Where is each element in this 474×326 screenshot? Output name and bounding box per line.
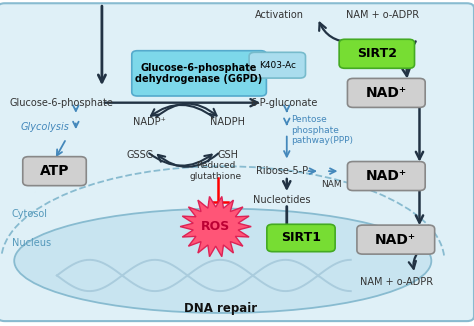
Text: K403-Ac: K403-Ac	[259, 61, 296, 70]
Text: NAD⁺: NAD⁺	[366, 86, 407, 100]
FancyBboxPatch shape	[23, 157, 86, 186]
Text: Glucose-6-phosphate: Glucose-6-phosphate	[9, 98, 114, 108]
Text: 6-P-gluconate: 6-P-gluconate	[251, 98, 318, 108]
Text: SIRT1: SIRT1	[281, 231, 321, 244]
Text: Nucleotides: Nucleotides	[253, 196, 311, 205]
Text: Ribose-5-P: Ribose-5-P	[256, 166, 308, 176]
FancyBboxPatch shape	[347, 79, 425, 108]
Polygon shape	[180, 197, 251, 257]
Text: NAM: NAM	[321, 180, 342, 189]
Text: Glucose-6-phosphate
dehydrogenase (G6PD): Glucose-6-phosphate dehydrogenase (G6PD)	[136, 63, 263, 84]
Text: NAM + o-ADPR: NAM + o-ADPR	[346, 10, 419, 20]
Text: ATP: ATP	[40, 164, 69, 178]
Text: Cytosol: Cytosol	[12, 209, 48, 218]
Text: GSH: GSH	[217, 150, 238, 160]
FancyBboxPatch shape	[249, 52, 305, 78]
Text: Pentose
phosphate
pathway(PPP): Pentose phosphate pathway(PPP)	[292, 115, 354, 145]
Ellipse shape	[14, 209, 431, 313]
FancyBboxPatch shape	[339, 39, 414, 68]
FancyBboxPatch shape	[347, 162, 425, 190]
Text: SIRT2: SIRT2	[357, 47, 397, 60]
Text: NADP⁺: NADP⁺	[133, 117, 166, 127]
Text: NAD⁺: NAD⁺	[366, 169, 407, 183]
Text: NAD⁺: NAD⁺	[375, 233, 416, 246]
Text: Nucleus: Nucleus	[12, 238, 51, 248]
FancyBboxPatch shape	[357, 225, 435, 254]
Text: ROS: ROS	[201, 220, 230, 233]
Text: NAM + o-ADPR: NAM + o-ADPR	[360, 277, 433, 287]
Text: Activation: Activation	[255, 10, 304, 20]
Text: NADPH: NADPH	[210, 117, 245, 127]
Text: DNA repair: DNA repair	[184, 302, 257, 315]
Text: Reduced
glutathione: Reduced glutathione	[190, 161, 242, 181]
Text: Glycolysis: Glycolysis	[20, 122, 70, 132]
FancyBboxPatch shape	[0, 3, 474, 321]
Text: GSSG: GSSG	[126, 150, 154, 160]
FancyBboxPatch shape	[267, 224, 335, 252]
FancyBboxPatch shape	[132, 51, 266, 96]
